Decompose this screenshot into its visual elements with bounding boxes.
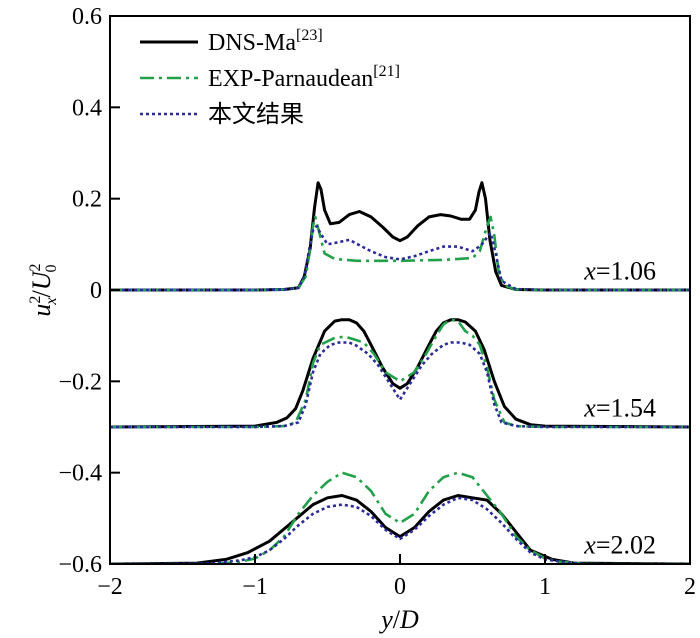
series-line-sim (110, 341, 690, 429)
station-label: x=1.06 (583, 257, 656, 286)
x-tick-label: 0 (394, 574, 406, 600)
y-axis-label: u2x/U20 (27, 263, 60, 316)
y-tick-label: 0.4 (72, 95, 102, 121)
series-line-dns (110, 181, 690, 292)
x-tick-label: 1 (539, 574, 551, 600)
y-tick-label: −0.6 (58, 552, 102, 578)
x-tick-label: −1 (242, 574, 268, 600)
legend-label-sim: 本文结果 (208, 101, 304, 128)
y-tick-label: 0.2 (72, 187, 102, 213)
legend-label-exp: EXP-Parnaudean[21] (208, 63, 400, 92)
legend-ref-exp: [21] (373, 63, 400, 80)
series-line-sim (110, 496, 690, 564)
series-layer (110, 181, 690, 564)
y-tick-label: 0 (90, 278, 102, 304)
legend-label-dns: DNS-Ma[23] (208, 27, 323, 56)
series-line-sim (110, 224, 690, 292)
x-tick-label: 2 (684, 574, 696, 600)
ticks-layer: −2 −1 0 1 2 −0.6 −0.4 −0.2 0 0.2 0.4 0.6 (58, 4, 696, 600)
legend-ref-dns: [23] (296, 27, 323, 44)
x-axis-label: y/D (378, 605, 419, 634)
series-line-dns (110, 318, 690, 429)
legend: DNS-Ma[23] EXP-Parnaudean[21] 本文结果 (140, 27, 400, 128)
y-tick-label: −0.4 (58, 461, 102, 487)
station-label: x=1.54 (583, 394, 656, 423)
series-line-exp (110, 318, 690, 429)
station-label: x=2.02 (583, 531, 656, 560)
series-line-dns (110, 494, 690, 564)
y-tick-label: −0.2 (58, 369, 102, 395)
station-labels: x=1.06 x=1.54 x=2.02 (583, 257, 656, 560)
y-tick-label: 0.6 (72, 4, 102, 30)
x-tick-label: −2 (97, 574, 123, 600)
